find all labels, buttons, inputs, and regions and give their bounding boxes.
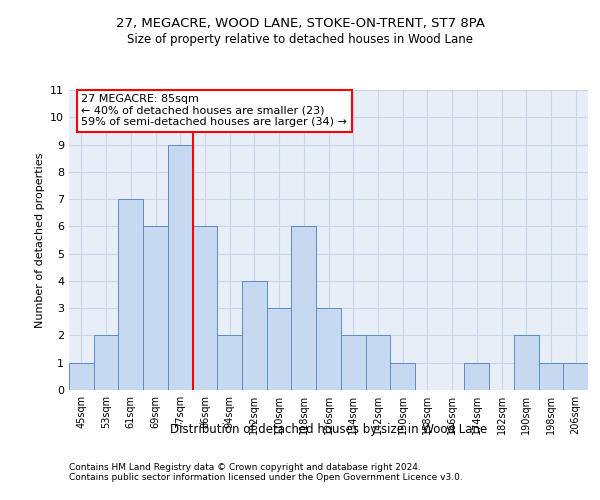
Text: Contains public sector information licensed under the Open Government Licence v3: Contains public sector information licen… [69,474,463,482]
Bar [539,362,563,390]
Text: 27, MEGACRE, WOOD LANE, STOKE-ON-TRENT, ST7 8PA: 27, MEGACRE, WOOD LANE, STOKE-ON-TRENT, … [115,18,485,30]
Bar [464,362,489,390]
Bar [292,226,316,390]
Bar [341,336,365,390]
Bar [168,144,193,390]
Text: Distribution of detached houses by size in Wood Lane: Distribution of detached houses by size … [170,422,487,436]
Bar [143,226,168,390]
Bar [365,336,390,390]
Bar [193,226,217,390]
Bar [242,281,267,390]
Bar [267,308,292,390]
Text: Size of property relative to detached houses in Wood Lane: Size of property relative to detached ho… [127,32,473,46]
Bar [118,199,143,390]
Y-axis label: Number of detached properties: Number of detached properties [35,152,44,328]
Text: Contains HM Land Registry data © Crown copyright and database right 2024.: Contains HM Land Registry data © Crown c… [69,464,421,472]
Bar [514,336,539,390]
Bar [390,362,415,390]
Bar [94,336,118,390]
Bar [316,308,341,390]
Bar [217,336,242,390]
Bar [69,362,94,390]
Bar [563,362,588,390]
Text: 27 MEGACRE: 85sqm
← 40% of detached houses are smaller (23)
59% of semi-detached: 27 MEGACRE: 85sqm ← 40% of detached hous… [82,94,347,128]
